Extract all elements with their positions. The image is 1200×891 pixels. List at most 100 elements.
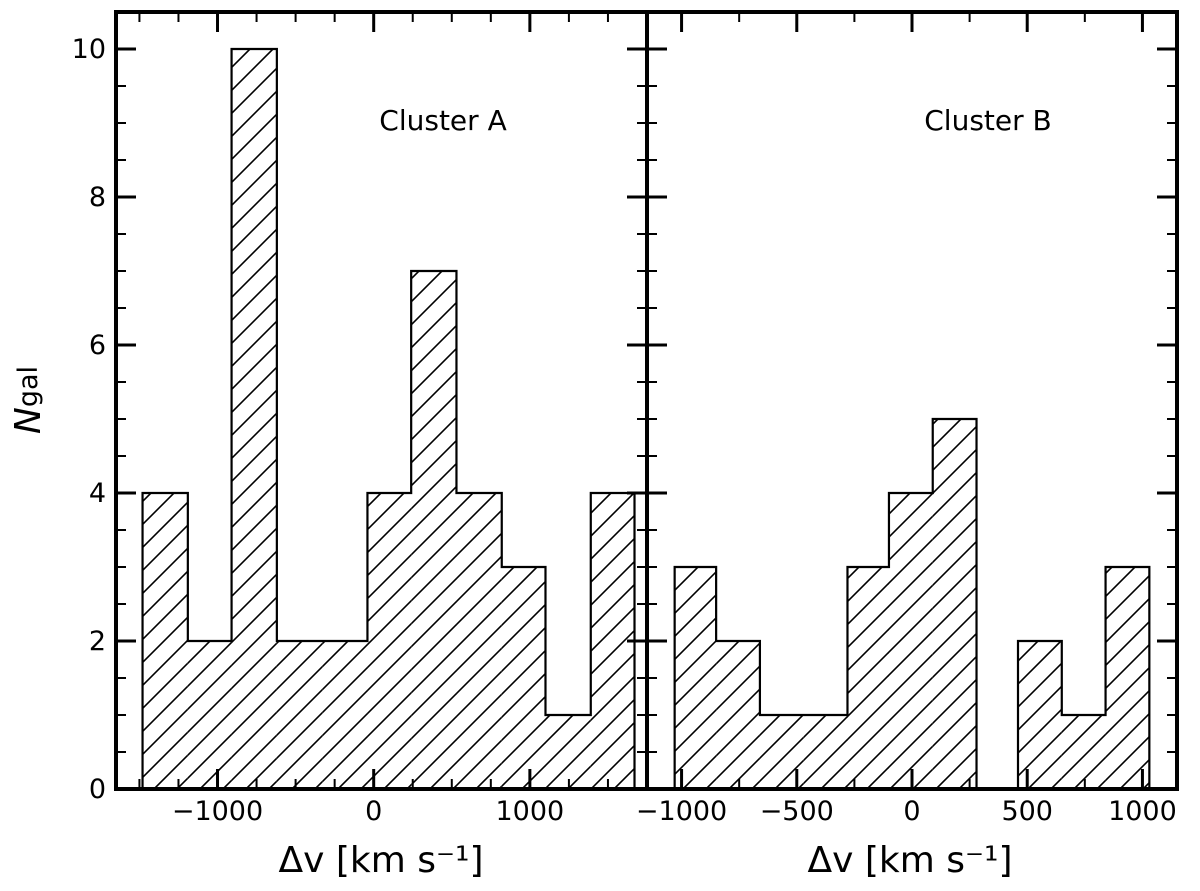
hatch-line — [847, 673, 889, 718]
hatch-line — [337, 758, 368, 789]
hatch-line — [888, 722, 933, 769]
x-tick-label: −1000 — [172, 796, 263, 827]
hatch-line — [932, 701, 977, 748]
hatch-line — [231, 435, 277, 483]
histogram-bar — [277, 641, 322, 789]
hatch-fill — [1061, 715, 1106, 789]
hatch-line — [231, 228, 277, 276]
hatch-fill — [456, 493, 502, 789]
hatch-line — [411, 508, 457, 556]
hatch-line — [847, 742, 889, 787]
hatch-line — [142, 493, 175, 526]
hatch-line — [803, 715, 848, 762]
hatch-fill — [888, 493, 933, 789]
hatch-line — [932, 471, 977, 518]
hatch-line — [1061, 715, 1080, 734]
annotation-cluster-a: Cluster A — [379, 104, 506, 137]
hatch-line — [1061, 733, 1106, 780]
x-tick-label: 500 — [1001, 796, 1053, 827]
hatch-line — [501, 672, 546, 719]
hatch-line — [1105, 597, 1150, 644]
hatch-line — [674, 639, 717, 684]
hatch-line — [545, 715, 574, 744]
x-axis-label-cluster-b: Δv [km s⁻¹] — [807, 840, 1012, 881]
hatch-line — [590, 721, 635, 768]
hatch-line — [476, 271, 994, 789]
y-tick-label: 4 — [89, 478, 106, 509]
hatch-line — [322, 712, 368, 760]
hatch-line — [674, 570, 717, 615]
hatch-line — [276, 711, 323, 760]
hatch-line — [1018, 708, 1062, 755]
hatch-lines-cluster-b — [674, 419, 1150, 789]
hatch-line — [958, 770, 977, 789]
hatch-line — [1018, 685, 1062, 732]
hatch-line — [499, 271, 1017, 789]
hatch-line — [142, 501, 188, 549]
hatch-line — [456, 509, 502, 557]
hatch-line — [932, 448, 977, 495]
hatch-line — [411, 271, 443, 303]
bars-cluster-a — [143, 49, 635, 789]
hatch-line — [456, 716, 502, 764]
hatch-line — [367, 599, 412, 646]
hatch-line — [367, 622, 412, 669]
hatch-line — [231, 251, 277, 299]
hatch-line — [932, 563, 977, 610]
hatch-line — [411, 692, 457, 740]
hatch-line — [1105, 712, 1150, 759]
hatch-line — [674, 731, 717, 776]
bars-cluster-b — [675, 419, 1150, 789]
hatch-line — [231, 136, 277, 184]
hatch-line — [820, 761, 848, 789]
hatch-line — [728, 756, 760, 789]
hatch-line — [888, 515, 933, 562]
hatch-line — [932, 655, 977, 702]
hatch-line — [231, 297, 277, 345]
hatch-line — [1061, 715, 1103, 757]
hatch-line — [674, 593, 717, 638]
hatch-line — [142, 616, 188, 664]
x-tick-label: 0 — [365, 796, 382, 827]
hatch-line — [231, 113, 277, 161]
hatch-line — [187, 641, 232, 688]
hatch-line — [231, 389, 277, 437]
hatch-line — [456, 624, 502, 672]
hatch-fill — [590, 493, 635, 789]
hatch-line — [1027, 754, 1062, 789]
histogram-bar — [716, 641, 760, 789]
hatch-fill — [847, 567, 889, 789]
hatch-line — [501, 649, 546, 696]
hatch-line — [411, 324, 457, 372]
hatch-line — [716, 641, 760, 689]
hatch-line — [716, 710, 760, 758]
hatch-fill — [276, 641, 323, 789]
histogram-bar — [143, 493, 188, 789]
hatch-line — [932, 586, 977, 633]
y-axis-label-subscript: gal — [13, 366, 44, 407]
hatch-line — [231, 343, 277, 391]
hatch-line — [276, 734, 323, 783]
hatch-line — [774, 759, 804, 789]
hatch-line — [187, 664, 232, 711]
hatch-line — [322, 643, 368, 691]
hatch-fill — [501, 567, 546, 789]
hatch-line — [590, 537, 635, 584]
y-tick-label: 8 — [89, 182, 106, 213]
hatch-line — [716, 687, 760, 735]
annotation-cluster-b: Cluster B — [924, 104, 1052, 137]
hatch-line — [590, 606, 635, 653]
hatch-line — [456, 601, 502, 649]
hatch-line — [142, 524, 188, 572]
hatch-line — [888, 607, 933, 654]
ticks-cluster-b: −1000 −500 0 500 1000 — [636, 11, 1177, 827]
hatch-line — [231, 665, 277, 713]
hatch-line — [932, 724, 977, 771]
hatch-line — [1119, 758, 1150, 789]
hatch-line — [501, 580, 546, 627]
hatch-line — [1105, 735, 1150, 782]
hatch-line — [590, 698, 635, 745]
hatch-lines-cluster-a — [142, 49, 1017, 789]
hatch-fill — [322, 641, 368, 789]
